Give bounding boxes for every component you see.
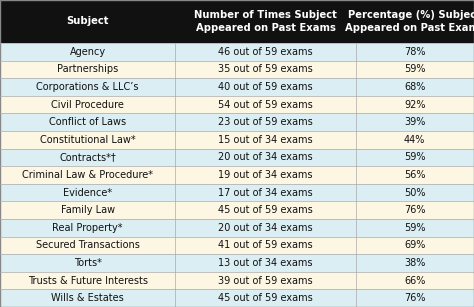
Bar xyxy=(0,43,175,60)
Bar xyxy=(0,201,175,219)
Bar xyxy=(356,43,474,60)
Text: Evidence*: Evidence* xyxy=(63,188,112,198)
Bar xyxy=(356,131,474,149)
Bar xyxy=(175,254,356,272)
Text: 20 out of 34 exams: 20 out of 34 exams xyxy=(218,223,313,233)
Text: 20 out of 34 exams: 20 out of 34 exams xyxy=(218,152,313,162)
Bar xyxy=(175,237,356,254)
Text: 69%: 69% xyxy=(404,240,426,251)
Bar xyxy=(175,290,356,307)
Text: Civil Procedure: Civil Procedure xyxy=(51,99,124,110)
Bar xyxy=(0,113,175,131)
Bar xyxy=(175,0,356,43)
Text: Contracts*†: Contracts*† xyxy=(59,152,116,162)
Text: 17 out of 34 exams: 17 out of 34 exams xyxy=(218,188,313,198)
Bar xyxy=(175,184,356,201)
Text: Subject: Subject xyxy=(66,17,109,26)
Bar xyxy=(0,290,175,307)
Bar xyxy=(175,43,356,60)
Text: 76%: 76% xyxy=(404,293,426,303)
Text: 41 out of 59 exams: 41 out of 59 exams xyxy=(218,240,313,251)
Bar xyxy=(0,184,175,201)
Text: Secured Transactions: Secured Transactions xyxy=(36,240,140,251)
Text: 56%: 56% xyxy=(404,170,426,180)
Bar xyxy=(0,237,175,254)
Bar xyxy=(175,60,356,78)
Bar xyxy=(0,219,175,237)
Text: Constitutional Law*: Constitutional Law* xyxy=(40,135,136,145)
Text: Agency: Agency xyxy=(70,47,106,57)
Bar xyxy=(175,96,356,113)
Text: 39%: 39% xyxy=(404,117,426,127)
Bar xyxy=(0,96,175,113)
Text: 59%: 59% xyxy=(404,64,426,74)
Bar xyxy=(0,254,175,272)
Bar xyxy=(356,290,474,307)
Bar xyxy=(356,201,474,219)
Bar xyxy=(0,272,175,290)
Bar xyxy=(356,219,474,237)
Bar xyxy=(356,78,474,96)
Bar xyxy=(356,60,474,78)
Text: 92%: 92% xyxy=(404,99,426,110)
Bar xyxy=(356,237,474,254)
Text: 15 out of 34 exams: 15 out of 34 exams xyxy=(218,135,313,145)
Text: 68%: 68% xyxy=(404,82,426,92)
Text: 54 out of 59 exams: 54 out of 59 exams xyxy=(218,99,313,110)
Text: 40 out of 59 exams: 40 out of 59 exams xyxy=(218,82,313,92)
Bar xyxy=(175,78,356,96)
Text: 59%: 59% xyxy=(404,152,426,162)
Text: 13 out of 34 exams: 13 out of 34 exams xyxy=(218,258,313,268)
Bar xyxy=(356,184,474,201)
Bar xyxy=(175,166,356,184)
Bar xyxy=(0,78,175,96)
Text: 35 out of 59 exams: 35 out of 59 exams xyxy=(218,64,313,74)
Text: 39 out of 59 exams: 39 out of 59 exams xyxy=(218,276,313,286)
Text: Wills & Estates: Wills & Estates xyxy=(51,293,124,303)
Text: Trusts & Future Interests: Trusts & Future Interests xyxy=(27,276,148,286)
Bar xyxy=(0,149,175,166)
Text: Corporations & LLC’s: Corporations & LLC’s xyxy=(36,82,139,92)
Bar xyxy=(356,272,474,290)
Text: 59%: 59% xyxy=(404,223,426,233)
Text: 46 out of 59 exams: 46 out of 59 exams xyxy=(218,47,313,57)
Text: Partnerships: Partnerships xyxy=(57,64,118,74)
Bar xyxy=(0,166,175,184)
Bar xyxy=(175,201,356,219)
Text: 50%: 50% xyxy=(404,188,426,198)
Bar xyxy=(0,0,175,43)
Text: Family Law: Family Law xyxy=(61,205,115,215)
Text: Number of Times Subject
Appeared on Past Exams: Number of Times Subject Appeared on Past… xyxy=(194,10,337,33)
Text: 38%: 38% xyxy=(404,258,426,268)
Bar xyxy=(0,131,175,149)
Text: Real Property*: Real Property* xyxy=(53,223,123,233)
Bar xyxy=(0,60,175,78)
Bar xyxy=(356,0,474,43)
Bar xyxy=(356,149,474,166)
Text: 19 out of 34 exams: 19 out of 34 exams xyxy=(218,170,313,180)
Text: Percentage (%) Subject
Appeared on Past Exams: Percentage (%) Subject Appeared on Past … xyxy=(345,10,474,33)
Text: 78%: 78% xyxy=(404,47,426,57)
Text: 23 out of 59 exams: 23 out of 59 exams xyxy=(218,117,313,127)
Bar xyxy=(175,272,356,290)
Bar xyxy=(175,113,356,131)
Text: 76%: 76% xyxy=(404,205,426,215)
Bar xyxy=(356,166,474,184)
Text: Torts*: Torts* xyxy=(74,258,101,268)
Bar xyxy=(356,254,474,272)
Bar xyxy=(356,96,474,113)
Bar xyxy=(175,219,356,237)
Text: Conflict of Laws: Conflict of Laws xyxy=(49,117,126,127)
Text: 45 out of 59 exams: 45 out of 59 exams xyxy=(218,205,313,215)
Bar xyxy=(356,113,474,131)
Bar xyxy=(175,149,356,166)
Text: 45 out of 59 exams: 45 out of 59 exams xyxy=(218,293,313,303)
Text: 44%: 44% xyxy=(404,135,426,145)
Text: Criminal Law & Procedure*: Criminal Law & Procedure* xyxy=(22,170,153,180)
Text: 66%: 66% xyxy=(404,276,426,286)
Bar xyxy=(175,131,356,149)
